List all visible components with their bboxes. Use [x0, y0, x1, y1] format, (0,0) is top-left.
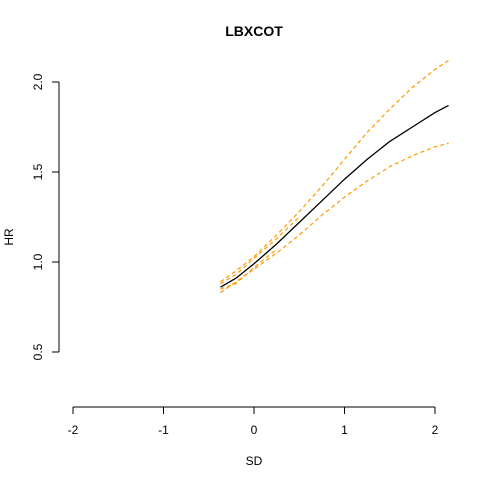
series-line-estimate [220, 104, 449, 288]
y-tick-label: 0.5 [31, 343, 45, 360]
series-line-lower-2 [220, 248, 277, 290]
x-tick-label: 0 [251, 423, 258, 437]
y-tick-label: 2.0 [31, 73, 45, 90]
x-tick-label: -1 [158, 423, 169, 437]
series-line-lower [220, 142, 449, 294]
series-line-upper [220, 59, 449, 283]
y-tick-label: 1.0 [31, 253, 45, 270]
x-tick-label: 1 [341, 423, 348, 437]
chart-title: LBXCOT [225, 23, 283, 39]
series-line-upper-2 [220, 216, 300, 285]
x-tick-label: 2 [432, 423, 439, 437]
x-tick-label: -2 [68, 423, 79, 437]
y-axis-title: HR [2, 228, 16, 246]
x-axis-title: SD [246, 454, 263, 468]
y-ticks: 0.5 1.0 1.5 2.0 [31, 73, 59, 360]
y-tick-label: 1.5 [31, 163, 45, 180]
x-ticks: -2 -1 0 1 2 [68, 407, 439, 437]
series-layer [220, 59, 449, 294]
